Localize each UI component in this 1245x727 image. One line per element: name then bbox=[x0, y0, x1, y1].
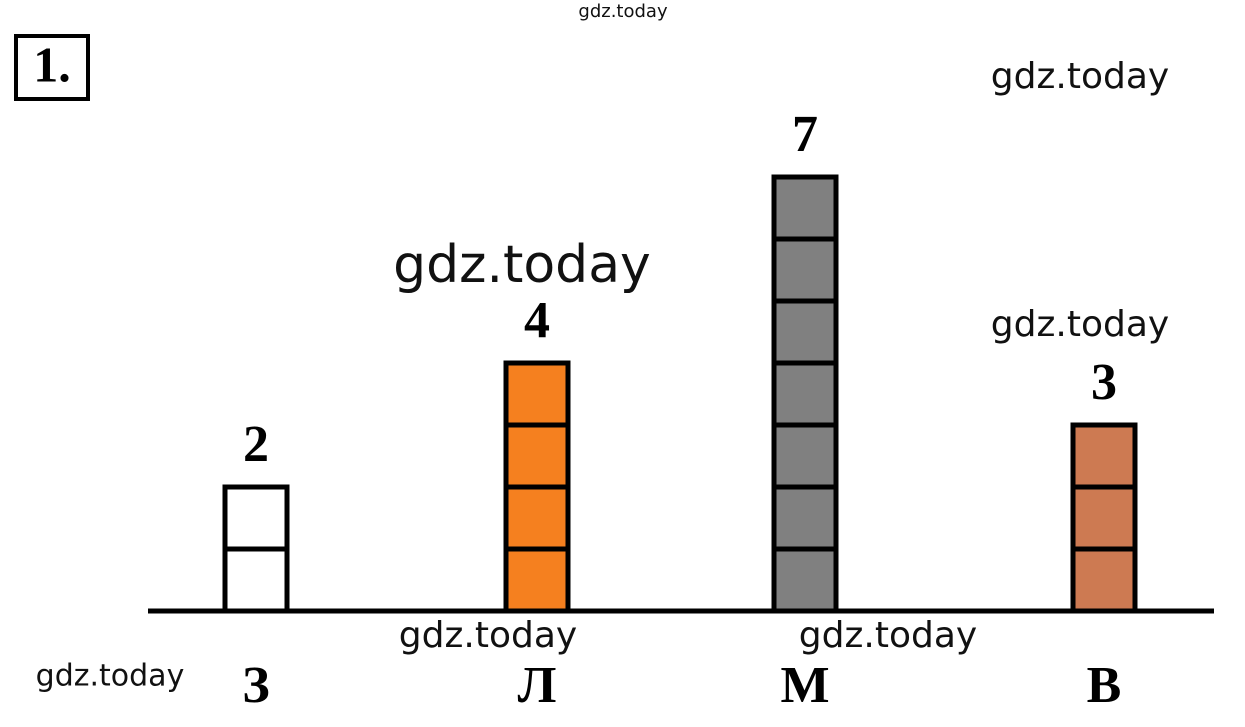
watermark: gdz.today bbox=[578, 1, 668, 22]
category-label: Л bbox=[518, 657, 557, 714]
value-label: 2 bbox=[243, 416, 269, 473]
value-label: 4 bbox=[524, 292, 550, 349]
bar bbox=[1070, 422, 1138, 614]
value-label: 3 bbox=[1091, 354, 1117, 411]
category-label: М bbox=[780, 657, 829, 714]
category-label: З bbox=[242, 657, 269, 714]
watermark: gdz.today bbox=[991, 304, 1169, 345]
watermark: gdz.today bbox=[399, 615, 577, 656]
value-label: 7 bbox=[792, 106, 818, 163]
watermark: gdz.today bbox=[36, 659, 185, 694]
watermark: gdz.today bbox=[799, 615, 977, 656]
watermark: gdz.today bbox=[393, 235, 651, 295]
exercise-number: 1. bbox=[33, 36, 71, 92]
watermark: gdz.today bbox=[991, 56, 1169, 97]
label-box bbox=[14, 34, 90, 101]
category-label: В bbox=[1087, 657, 1122, 714]
bar bbox=[771, 174, 839, 614]
